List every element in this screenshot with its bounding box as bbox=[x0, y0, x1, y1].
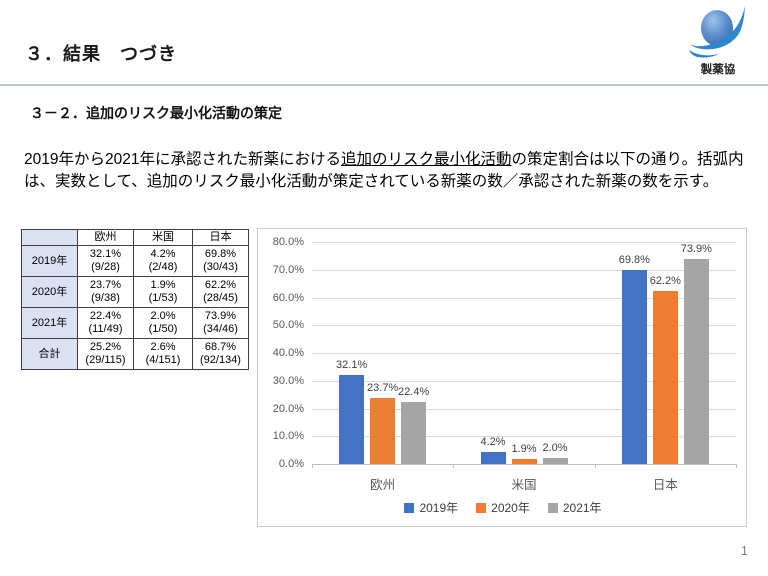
gridline bbox=[312, 325, 736, 327]
gridline bbox=[312, 242, 736, 243]
gridline bbox=[312, 380, 736, 382]
bar-2020年-日本 bbox=[652, 291, 678, 464]
legend-swatch bbox=[404, 502, 415, 513]
page-number: 1 bbox=[740, 543, 748, 558]
bar-2019年-欧州 bbox=[339, 374, 365, 464]
axis-tick bbox=[736, 464, 737, 468]
bar-2020年-欧州 bbox=[370, 398, 396, 464]
category-label: 欧州 bbox=[370, 478, 396, 492]
body-paragraph: 2019年から2021年に承認された新薬における追加のリスク最小化活動の策定割合… bbox=[24, 149, 748, 193]
bar-2021年-欧州 bbox=[401, 401, 427, 464]
bar-data-label: 69.8% bbox=[618, 254, 650, 267]
table-cell: 4.2% (2/48) bbox=[133, 245, 193, 277]
bar-2021年-米国 bbox=[542, 458, 568, 464]
paragraph-segment: 2019年から2021年に承認された新薬における bbox=[24, 151, 341, 168]
bar-data-label: 23.7% bbox=[367, 382, 399, 395]
table-cell: 62.2% (28/45) bbox=[192, 276, 249, 308]
y-axis-tick-label: 80.0% bbox=[272, 236, 304, 248]
table-row: 合計 25.2% (29/115) 2.6% (4/151) 68.7% (92/134) bbox=[21, 338, 249, 370]
bar-data-label: 32.1% bbox=[336, 358, 368, 371]
table-row-label: 合計 bbox=[21, 338, 78, 370]
y-axis-tick-label: 60.0% bbox=[272, 291, 304, 304]
table-cell: 22.4% (11/49) bbox=[77, 307, 134, 339]
legend-swatch bbox=[476, 502, 487, 513]
table-cell: 2.0% (1/50) bbox=[133, 307, 193, 339]
bar-2019年-日本 bbox=[621, 270, 647, 464]
table-row: 2021年 22.4% (11/49) 2.0% (1/50) 73.9% (34/46) bbox=[21, 307, 249, 339]
table-cell: 23.7% (9/38) bbox=[77, 276, 134, 308]
table-cell: 73.9% (34/46) bbox=[192, 307, 249, 339]
bar-data-label: 2.0% bbox=[542, 442, 568, 455]
table-row: 2020年 23.7% (9/38) 1.9% (1/53) 62.2% (28/45) bbox=[21, 276, 249, 308]
bar-data-label: 22.4% bbox=[398, 385, 430, 398]
axis-tick bbox=[594, 464, 596, 468]
table-cell: 2.6% (4/151) bbox=[133, 338, 193, 370]
bar-data-label: 1.9% bbox=[511, 442, 537, 455]
legend-item-2020年: 2020年 bbox=[476, 499, 530, 516]
table-header-row: 欧州 米国 日本 bbox=[21, 229, 249, 246]
y-axis-tick-label: 30.0% bbox=[272, 374, 304, 387]
table-row: 2019年 32.1% (9/28) 4.2% (2/48) 69.8% (30/43) bbox=[21, 245, 249, 277]
chart-legend: 2019年 2020年 2021年 bbox=[258, 499, 748, 516]
y-axis-tick-label: 0.0% bbox=[278, 458, 304, 470]
legend-item-2021年: 2021年 bbox=[547, 499, 602, 516]
gridline bbox=[312, 269, 736, 271]
gridline bbox=[312, 297, 736, 299]
paragraph-underlined-term: 追加のリスク最小化活動 bbox=[340, 151, 512, 168]
legend-label: 2021年 bbox=[562, 501, 602, 515]
legend-label: 2019年 bbox=[419, 501, 459, 515]
axis-tick bbox=[453, 464, 455, 468]
globe-swoosh-icon bbox=[687, 6, 749, 62]
y-axis-tick-label: 10.0% bbox=[272, 430, 304, 443]
legend-item-2019年: 2019年 bbox=[404, 499, 458, 516]
category-label: 米国 bbox=[511, 478, 537, 492]
x-axis-line bbox=[312, 464, 736, 465]
gridline bbox=[312, 408, 736, 410]
table-body: 2019年 32.1% (9/28) 4.2% (2/48) 69.8% (30/43) 20… bbox=[21, 245, 249, 370]
table-header-us: 米国 bbox=[133, 229, 193, 246]
bar-2021年-日本 bbox=[683, 258, 709, 464]
gridline bbox=[312, 436, 736, 438]
table-cell: 32.1% (9/28) bbox=[77, 245, 134, 277]
table-corner-cell bbox=[21, 229, 78, 246]
section-heading: ３－２．追加のリスク最小化活動の策定 bbox=[30, 105, 282, 121]
bar-data-label: 62.2% bbox=[649, 275, 681, 288]
logo-text: 製薬協 bbox=[700, 64, 736, 76]
gridline bbox=[312, 353, 736, 354]
page-title: ３．結果 つづき bbox=[25, 44, 177, 64]
bar-data-label: 73.9% bbox=[680, 242, 712, 255]
table-cell: 68.7% (92/134) bbox=[192, 338, 249, 370]
y-axis-tick-label: 50.0% bbox=[272, 319, 304, 332]
bar-chart: 0.0% 10.0% 20.0% 30.0% 40.0% 50.0% 60.0% 70.0% 8… bbox=[257, 228, 747, 527]
table-cell: 25.2% (29/115) bbox=[77, 338, 134, 370]
bar-2020年-米国 bbox=[511, 458, 537, 464]
jpma-logo: 製薬協 bbox=[683, 6, 753, 77]
table-row-label: 2020年 bbox=[21, 276, 78, 308]
paragraph-segment: の策定割合は以下の通り。括弧内は、実数として、追加のリスク最小化活動が策定されて… bbox=[24, 151, 744, 190]
y-axis-tick-label: 70.0% bbox=[272, 263, 304, 276]
summary-table: 欧州 米国 日本 2019年 32.1% (9/28) 4.2% (2/48) 69.8%… bbox=[21, 229, 249, 370]
header-divider bbox=[0, 84, 768, 86]
category-label: 日本 bbox=[652, 478, 678, 492]
table-cell: 1.9% (1/53) bbox=[133, 276, 193, 308]
y-axis-tick-label: 40.0% bbox=[272, 347, 304, 359]
legend-swatch bbox=[547, 502, 558, 513]
table-header-europe: 欧州 bbox=[77, 229, 134, 246]
y-axis-tick-label: 20.0% bbox=[272, 402, 304, 415]
table-cell: 69.8% (30/43) bbox=[192, 245, 249, 277]
bar-2019年-米国 bbox=[480, 452, 506, 464]
axis-tick bbox=[312, 464, 313, 468]
bar-data-label: 4.2% bbox=[480, 436, 506, 449]
table-row-label: 2019年 bbox=[21, 245, 78, 277]
table-header-japan: 日本 bbox=[192, 229, 249, 246]
legend-label: 2020年 bbox=[491, 501, 530, 515]
table-row-label: 2021年 bbox=[21, 307, 78, 339]
